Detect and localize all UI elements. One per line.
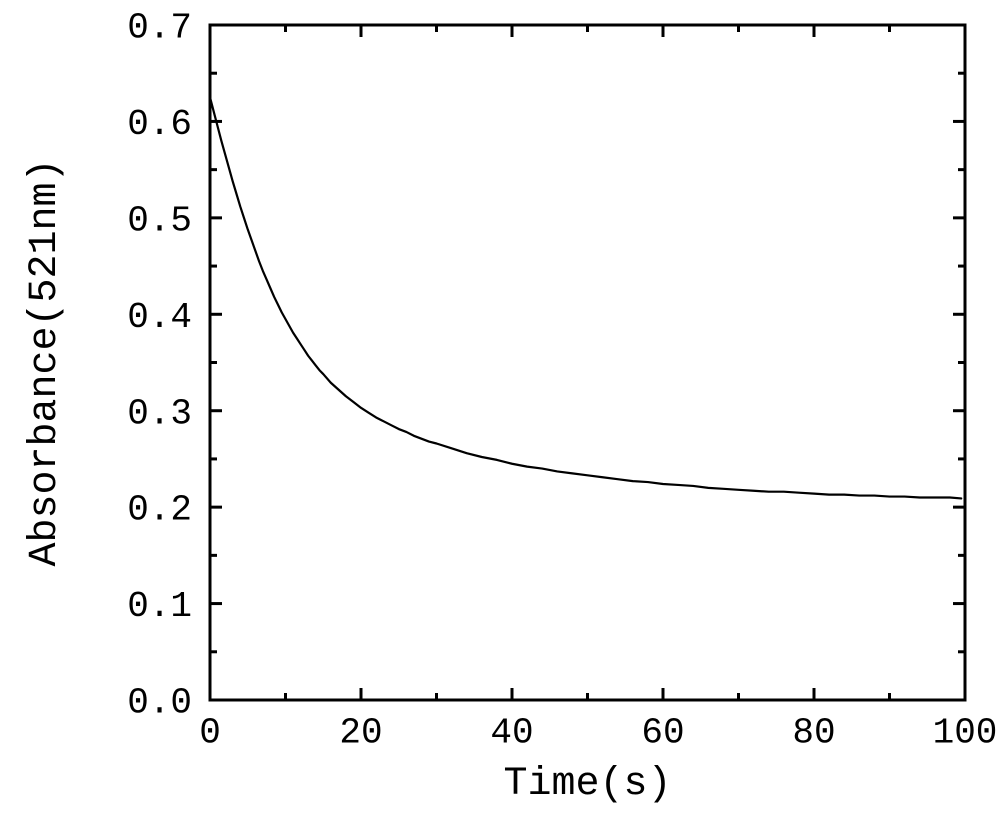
y-axis-label: Absorbance(521nm)	[23, 158, 68, 566]
chart-container: 0 20 40 60 80 100 0.0 0.1 0.2 0.3 0.4 0.5 0.6 0.7 Time…	[0, 0, 1008, 821]
y-tick-label: 0.3	[127, 393, 192, 434]
y-tick-label: 0.1	[127, 586, 192, 627]
x-tick-label: 100	[933, 712, 998, 753]
y-tick-label: 0.6	[127, 104, 192, 145]
y-tick-label: 0.7	[127, 8, 192, 49]
y-tick-label: 0.0	[127, 683, 192, 724]
x-tick-label: 60	[641, 712, 684, 753]
chart-svg: 0 20 40 60 80 100 0.0 0.1 0.2 0.3 0.4 0.5 0.6 0.7 Time…	[0, 0, 1008, 821]
x-tick-label: 80	[792, 712, 835, 753]
y-tick-label: 0.5	[127, 200, 192, 241]
x-tick-label: 20	[339, 712, 382, 753]
x-tick-label: 0	[199, 712, 221, 753]
x-axis-label: Time(s)	[503, 762, 671, 807]
y-tick-label: 0.2	[127, 490, 192, 531]
y-tick-label: 0.4	[127, 297, 192, 338]
x-tick-label: 40	[490, 712, 533, 753]
